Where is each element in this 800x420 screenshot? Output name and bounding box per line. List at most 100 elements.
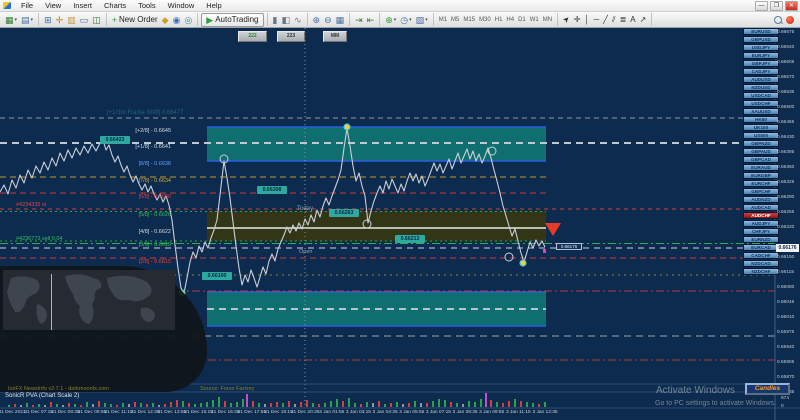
symbol-button-eurusd[interactable]: EURUSD <box>743 28 779 35</box>
menu-file[interactable]: File <box>21 1 34 10</box>
bar-chart-icon[interactable]: ▮ <box>271 14 280 26</box>
symbol-button-xauusd[interactable]: XAUUSD <box>743 108 779 115</box>
zoom-out-icon[interactable]: ⊖ <box>322 14 334 26</box>
symbol-button-cadjpy[interactable]: CADJPY <box>743 68 779 75</box>
symbol-button-euraud[interactable]: EURAUD <box>743 164 779 171</box>
symbol-button-uk100[interactable]: UK100 <box>743 124 779 131</box>
symbol-button-audjpy[interactable]: AUDJPY <box>743 220 779 227</box>
price-tick: 0.66150 <box>777 255 795 260</box>
symbol-button-gbpaud[interactable]: GBPAUD <box>743 148 779 155</box>
new-order-icon[interactable]: + New Order <box>110 14 160 26</box>
volume-bar <box>230 403 232 407</box>
symbol-button-audcad[interactable]: AUDCAD <box>743 204 779 211</box>
community-icon[interactable]: ◎ <box>182 14 194 26</box>
symbol-button-nzdusd[interactable]: NZDUSD <box>743 84 779 91</box>
timeframe-m15[interactable]: M15 <box>463 16 476 23</box>
symbol-button-usdjpy[interactable]: USDJPY <box>743 44 779 51</box>
candles-button[interactable]: Candles <box>745 383 790 395</box>
arrows-icon[interactable]: ↗ <box>639 15 647 24</box>
panel-button-223[interactable]: 223 <box>277 31 305 42</box>
timeframe-m30[interactable]: M30 <box>479 16 491 23</box>
menu-insert[interactable]: Insert <box>73 1 92 10</box>
time-axis-label: 3 Jan 05:55 <box>399 410 425 415</box>
menu-tools[interactable]: Tools <box>138 1 156 10</box>
symbol-button-gbpcad[interactable]: GBPCAD <box>743 156 779 163</box>
symbol-button-usdcad[interactable]: USDCAD <box>743 92 779 99</box>
volume-bar <box>508 401 510 407</box>
timeframe-d1[interactable]: D1 <box>518 16 526 23</box>
indicators-icon[interactable]: ⊕ ▾ <box>383 14 398 26</box>
time-axis-label: 3 Jan 03:15 <box>345 410 371 415</box>
alert-icon[interactable] <box>786 15 794 24</box>
panel-button-222[interactable]: 222 <box>238 31 267 42</box>
menu-charts[interactable]: Charts <box>103 1 127 10</box>
templates-icon[interactable]: ▧ ▾ <box>414 14 430 26</box>
new-chart-icon[interactable]: ▦ ▾ <box>3 14 19 26</box>
timeframe-h4[interactable]: H4 <box>506 16 515 23</box>
murrey-zone <box>207 211 546 241</box>
symbol-button-gbpjpy[interactable]: GBPJPY <box>743 60 779 67</box>
symbol-button-audchf[interactable]: AUDCHF <box>743 212 779 219</box>
menu-help[interactable]: Help <box>206 1 222 10</box>
navigator-icon[interactable]: ▥ <box>65 14 78 26</box>
line-chart-icon[interactable]: ∿ <box>292 14 304 26</box>
toolbar-group: ⇥ ⇤ <box>350 13 381 26</box>
timeframe-mn[interactable]: MN <box>542 16 553 23</box>
volume-bar <box>420 403 422 407</box>
symbol-button-audusd[interactable]: AUDUSD <box>743 76 779 83</box>
text-icon[interactable]: A <box>630 15 636 24</box>
timeframe-h1[interactable]: H1 <box>494 16 503 23</box>
timeframe-w1[interactable]: W1 <box>529 16 539 23</box>
profiles-icon[interactable]: ▤ ▾ <box>19 14 35 26</box>
zoom-in-icon[interactable]: ⊕ <box>311 14 323 26</box>
channel-icon[interactable]: ⫽ <box>612 14 616 24</box>
candlestick-icon[interactable]: ◧ <box>279 14 292 26</box>
autotrading-button[interactable]: ▶ AutoTrading <box>201 12 264 27</box>
dropdown-arrow-icon: ▾ <box>30 16 34 23</box>
minimize-button[interactable]: — <box>755 0 768 11</box>
panel-button-mm[interactable]: MM <box>323 31 347 42</box>
experts-icon[interactable]: ◉ <box>171 14 183 26</box>
restore-button[interactable]: ❐ <box>770 0 783 11</box>
symbol-button-nzdcad[interactable]: NZDCAD <box>743 260 779 267</box>
fibonacci-icon[interactable]: ≣ <box>619 15 627 24</box>
crosshair-icon[interactable]: ✛ <box>573 15 581 24</box>
symbol-button-audnzd[interactable]: AUDNZD <box>743 196 779 203</box>
vertical-line-icon[interactable]: │ <box>584 15 590 24</box>
symbol-button-usdchf[interactable]: USDCHF <box>743 100 779 107</box>
timeframe-m5[interactable]: M5 <box>451 16 460 23</box>
symbol-button-eurnzd[interactable]: EURNZD <box>743 236 779 243</box>
symbol-button-eurgbp[interactable]: EURGBP <box>743 172 779 179</box>
menu-view[interactable]: View <box>45 1 62 10</box>
metaeditor-icon[interactable]: ◆ <box>160 14 171 26</box>
strategy-tester-icon[interactable]: ◫ <box>90 14 103 26</box>
horizontal-line-icon[interactable]: ─ <box>593 15 600 24</box>
data-window-icon[interactable]: ✛ <box>54 14 66 26</box>
periods-icon[interactable]: ◷ ▾ <box>398 14 413 26</box>
close-button[interactable]: ✕ <box>785 0 798 11</box>
market-watch-icon[interactable]: ⊞ <box>42 14 54 26</box>
symbol-button-us500[interactable]: US500 <box>743 132 779 139</box>
trendline-icon[interactable]: ╱ <box>603 15 608 24</box>
chart-shift-icon[interactable]: ⇤ <box>365 14 377 26</box>
symbol-button-eurcad[interactable]: EURCAD <box>743 244 779 251</box>
symbol-button-gbpnzd[interactable]: GBPNZD <box>743 140 779 147</box>
symbol-button-hk50[interactable]: HK50 <box>743 116 779 123</box>
price-tick: 0.66325 <box>777 180 795 185</box>
tile-windows-icon[interactable]: ▦ <box>334 14 347 26</box>
auto-scroll-icon[interactable]: ⇥ <box>353 14 365 26</box>
symbol-button-eurchf[interactable]: EURCHF <box>743 180 779 187</box>
symbol-button-gbpusd[interactable]: GBPUSD <box>743 36 779 43</box>
volume-bar <box>456 403 458 407</box>
symbol-button-cadchf[interactable]: CADCHF <box>743 252 779 259</box>
search-icon[interactable] <box>774 15 782 24</box>
menu-window[interactable]: Window <box>167 1 195 10</box>
timeframe-m1[interactable]: M1 <box>438 16 448 23</box>
symbol-button-gbpchf[interactable]: GBPCHF <box>743 188 779 195</box>
volume-bar <box>520 401 522 407</box>
symbol-button-nzdchf[interactable]: NZDCHF <box>743 268 779 275</box>
symbol-button-eurjpy[interactable]: EURJPY <box>743 52 779 59</box>
symbol-button-chfjpy[interactable]: CHFJPY <box>743 228 779 235</box>
terminal-icon[interactable]: ▭ <box>78 14 91 26</box>
